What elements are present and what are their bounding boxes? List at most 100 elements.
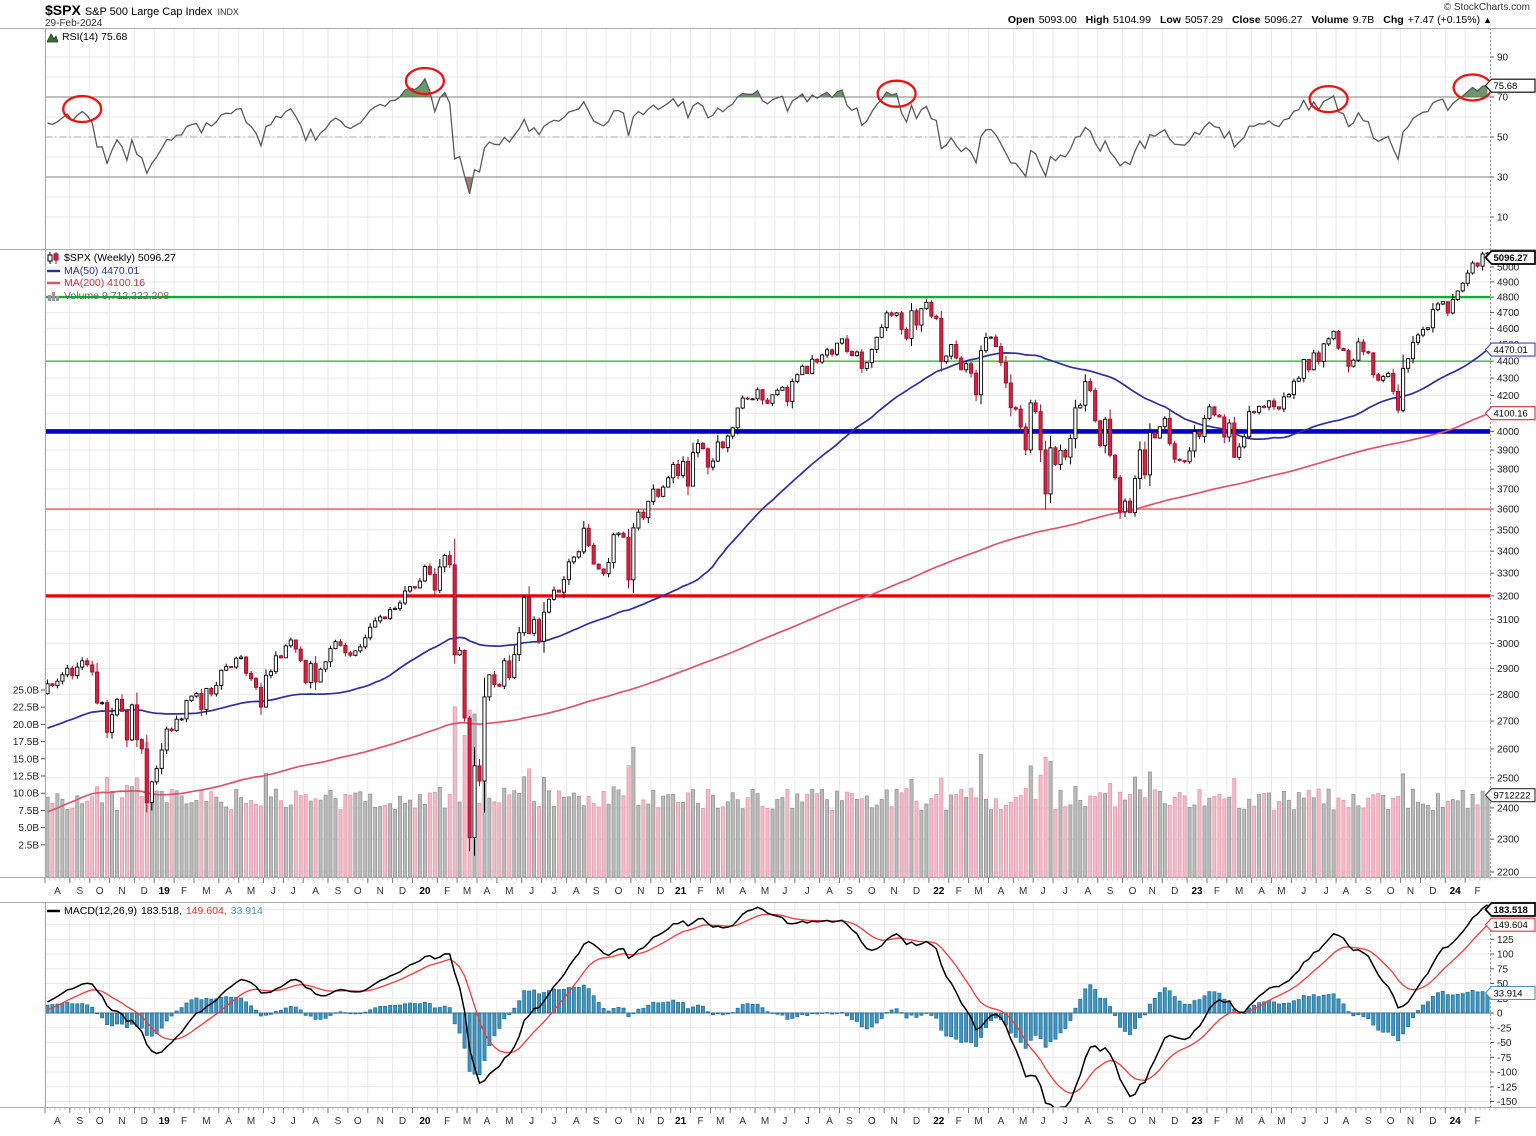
svg-text:O: O: [96, 886, 104, 897]
open-value: 5093.00: [1038, 14, 1077, 26]
svg-text:3800: 3800: [1497, 465, 1520, 476]
svg-text:50: 50: [1497, 979, 1509, 990]
svg-text:J: J: [805, 886, 810, 897]
svg-text:21: 21: [675, 1116, 687, 1127]
macd-plot[interactable]: 1751501251007550250-25-50-75-100-125-150…: [0, 902, 1536, 1108]
svg-text:19: 19: [159, 1116, 171, 1127]
svg-text:90: 90: [1497, 53, 1509, 64]
candlesticks: [45, 251, 1490, 856]
chg-value: +7.47 (+0.15%): [1407, 14, 1481, 26]
svg-text:M: M: [1235, 886, 1243, 897]
svg-text:A: A: [826, 1116, 833, 1127]
svg-text:N: N: [118, 1116, 125, 1127]
svg-text:N: N: [637, 886, 644, 897]
svg-text:7.5B: 7.5B: [18, 806, 39, 817]
price-legend: $SPX (Weekly) 5096.27 MA(50) 4470.01 MA(…: [47, 252, 176, 302]
svg-text:21: 21: [675, 886, 687, 897]
svg-text:J: J: [782, 886, 787, 897]
svg-text:4900: 4900: [1497, 277, 1520, 288]
svg-text:125: 125: [1497, 935, 1514, 946]
svg-text:3100: 3100: [1497, 615, 1520, 626]
svg-text:J: J: [805, 1116, 810, 1127]
svg-text:4600: 4600: [1497, 324, 1520, 335]
svg-text:A: A: [312, 1116, 319, 1127]
svg-text:A: A: [739, 886, 746, 897]
svg-text:J: J: [1324, 886, 1329, 897]
svg-text:M: M: [761, 886, 769, 897]
svg-text:F: F: [181, 1116, 187, 1127]
svg-text:S: S: [335, 886, 342, 897]
svg-text:M: M: [463, 1116, 471, 1127]
svg-text:M: M: [202, 886, 210, 897]
macd-value: 183.518,: [140, 905, 182, 918]
svg-text:-150: -150: [1497, 1097, 1517, 1108]
svg-text:M: M: [761, 1116, 769, 1127]
svg-text:D: D: [141, 886, 148, 897]
svg-text:A: A: [1343, 1116, 1350, 1127]
svg-text:2600: 2600: [1497, 744, 1520, 755]
svg-text:3400: 3400: [1497, 547, 1520, 558]
svg-text:D: D: [399, 1116, 406, 1127]
svg-text:A: A: [312, 886, 319, 897]
candlestick-icon: [47, 252, 60, 265]
svg-text:F: F: [1475, 1116, 1481, 1127]
svg-text:A: A: [1258, 886, 1265, 897]
svg-text:S: S: [846, 886, 853, 897]
svg-text:M: M: [1277, 886, 1285, 897]
svg-text:M: M: [1019, 1116, 1027, 1127]
svg-text:M: M: [505, 1116, 513, 1127]
svg-text:M: M: [716, 886, 724, 897]
svg-text:J: J: [1301, 886, 1306, 897]
svg-text:D: D: [1429, 886, 1436, 897]
svg-text:3600: 3600: [1497, 505, 1520, 516]
svg-text:F: F: [444, 886, 450, 897]
svg-text:3200: 3200: [1497, 591, 1520, 602]
svg-text:25.0B: 25.0B: [13, 686, 39, 697]
svg-text:D: D: [1171, 1116, 1178, 1127]
svg-text:N: N: [1149, 886, 1156, 897]
svg-text:D: D: [1171, 886, 1178, 897]
svg-text:A: A: [998, 886, 1005, 897]
svg-text:100: 100: [1497, 950, 1514, 961]
svg-text:A: A: [54, 1116, 61, 1127]
high-label: High: [1085, 14, 1109, 26]
svg-text:24: 24: [1450, 1116, 1462, 1127]
macd-line-icon: [47, 909, 60, 913]
x-axis-strip-1: A S O N D 19 F M A M J J A S O N D 20 F M A M J J A S O N D 21 F M A M J J A…: [44, 878, 1491, 897]
svg-text:N: N: [890, 1116, 897, 1127]
exchange-label: INDX: [217, 7, 239, 17]
svg-text:-75: -75: [1497, 1053, 1512, 1064]
price-plot[interactable]: 2200 2300 2400 2500 2600 2700 2800 2900 3000 3100…: [0, 250, 1536, 878]
svg-text:2500: 2500: [1497, 773, 1520, 784]
svg-text:4300: 4300: [1497, 374, 1520, 385]
svg-text:S: S: [846, 1116, 853, 1127]
svg-text:J: J: [552, 886, 557, 897]
svg-text:A: A: [1084, 886, 1091, 897]
svg-text:4100.16: 4100.16: [1494, 409, 1528, 420]
svg-text:149.604: 149.604: [1494, 920, 1528, 931]
svg-text:M: M: [505, 886, 513, 897]
svg-text:A: A: [54, 886, 61, 897]
svg-text:A: A: [484, 1116, 491, 1127]
ma200-legend-label: MA(200) 4100.16: [64, 277, 146, 290]
volume-label: Volume: [1311, 14, 1349, 26]
svg-text:N: N: [377, 886, 384, 897]
svg-text:22.5B: 22.5B: [13, 703, 39, 714]
svg-text:2400: 2400: [1497, 803, 1520, 814]
rsi-mountain-icon: [47, 32, 58, 43]
svg-text:F: F: [956, 886, 962, 897]
rsi-plot[interactable]: 90 70 50 30 10 75.68: [0, 28, 1536, 250]
macd-legend-prefix: MACD(12,26,9): [64, 905, 137, 918]
svg-text:S: S: [1107, 1116, 1114, 1127]
svg-text:J: J: [1301, 1116, 1306, 1127]
volume-legend-label: Volume 9,712,222,208: [64, 289, 170, 302]
svg-text:D: D: [399, 886, 406, 897]
svg-text:J: J: [1041, 1116, 1046, 1127]
svg-text:5.0B: 5.0B: [18, 823, 39, 834]
svg-text:33.914: 33.914: [1494, 988, 1523, 999]
svg-text:O: O: [868, 1116, 876, 1127]
svg-text:30: 30: [1497, 173, 1509, 184]
svg-text:4470.01: 4470.01: [1494, 345, 1528, 356]
svg-text:N: N: [377, 1116, 384, 1127]
